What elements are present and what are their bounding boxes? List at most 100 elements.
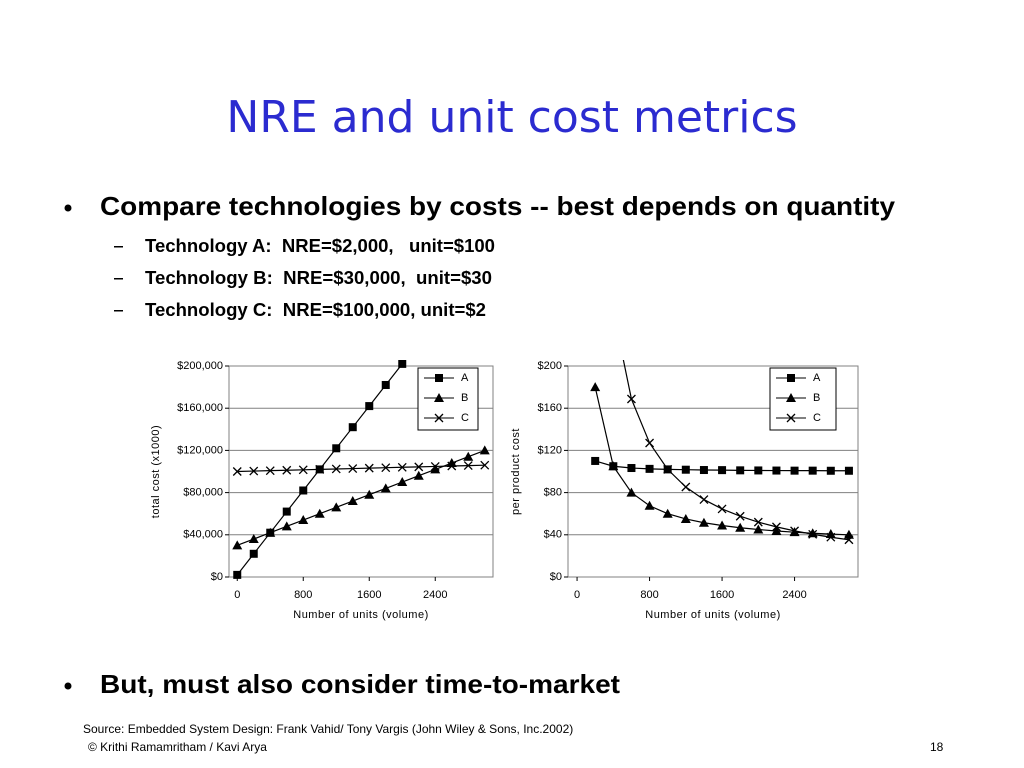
marker	[479, 445, 490, 455]
legend-label: C	[813, 412, 821, 424]
marker	[627, 464, 636, 473]
marker	[790, 466, 799, 475]
marker	[398, 360, 407, 368]
legend-marker	[786, 413, 796, 423]
marker	[332, 444, 341, 453]
marker	[735, 511, 745, 521]
marker	[645, 464, 654, 473]
marker	[626, 487, 637, 497]
legend-marker	[787, 374, 795, 382]
y-tick-label: $200	[538, 360, 562, 372]
legend-marker	[434, 393, 444, 402]
marker	[736, 466, 745, 475]
marker	[365, 402, 374, 411]
marker	[282, 507, 291, 516]
marker	[626, 394, 636, 404]
y-axis-label: total cost (x1000)	[150, 425, 162, 518]
marker	[463, 461, 473, 471]
marker	[348, 464, 358, 474]
sub-dash	[114, 310, 123, 312]
x-tick-label: 2400	[782, 589, 806, 601]
x-tick-label: 0	[574, 589, 580, 601]
marker	[265, 527, 276, 537]
plot	[232, 360, 490, 579]
x-tick-label: 2400	[423, 589, 447, 601]
series-line	[236, 360, 407, 576]
marker	[463, 451, 474, 461]
marker	[826, 532, 836, 542]
legend-label: B	[461, 392, 468, 404]
y-tick-label: $40	[544, 529, 562, 541]
legend-marker	[435, 374, 443, 382]
marker	[232, 540, 243, 550]
y-tick-label: $80	[544, 487, 562, 499]
marker	[348, 423, 357, 432]
y-tick-label: $160	[538, 402, 562, 414]
marker	[609, 307, 617, 315]
x-tick-label: 1600	[357, 589, 381, 601]
marker	[397, 477, 408, 487]
legend-label: B	[813, 392, 820, 404]
marker	[753, 524, 764, 534]
marker	[232, 467, 242, 476]
legend-label: A	[813, 372, 821, 384]
marker	[825, 529, 836, 539]
marker	[315, 464, 325, 474]
y-tick-label: $200,000	[177, 360, 223, 372]
marker	[249, 549, 258, 558]
sub-bullet: Technology B: NRE=$30,000, unit=$30	[145, 268, 492, 288]
bullet: But, must also consider time-to-market	[100, 669, 620, 699]
marker	[282, 465, 292, 475]
y-tick-label: $40,000	[183, 529, 223, 541]
marker	[844, 466, 853, 475]
marker	[681, 465, 690, 474]
marker	[381, 463, 391, 473]
sub-bullet: Technology C: NRE=$100,000, unit=$2	[145, 300, 486, 320]
marker	[735, 522, 746, 532]
marker	[364, 463, 374, 473]
x-axis-label: Number of units (volume)	[645, 609, 781, 621]
legend-marker	[786, 393, 796, 402]
marker	[808, 466, 817, 475]
marker	[480, 460, 490, 470]
marker	[281, 521, 292, 531]
x-tick-label: 800	[294, 589, 312, 601]
marker	[248, 534, 259, 544]
copyright: © Krithi Ramamritham / Kavi Arya	[88, 740, 267, 754]
x-tick-label: 800	[640, 589, 658, 601]
legend-box	[417, 367, 479, 431]
x-tick-label: 0	[234, 589, 240, 601]
marker	[680, 513, 691, 523]
marker	[591, 43, 599, 51]
marker	[446, 458, 457, 468]
marker	[298, 515, 309, 525]
plot	[590, 43, 854, 545]
y-axis-label: per product cost	[510, 428, 522, 515]
y-tick-label: $120	[538, 444, 562, 456]
bullet-dot	[64, 204, 72, 212]
marker	[413, 470, 424, 480]
marker	[430, 461, 440, 471]
marker	[771, 526, 782, 536]
marker	[826, 466, 835, 475]
marker	[717, 520, 728, 530]
marker	[717, 504, 727, 514]
marker	[771, 522, 781, 532]
y-tick-label: $0	[550, 571, 562, 583]
x-tick-label: 1600	[710, 589, 734, 601]
marker	[331, 502, 342, 512]
legend-box	[769, 367, 837, 431]
series-line	[237, 464, 485, 473]
y-tick-label: $80,000	[183, 487, 223, 499]
marker	[662, 508, 673, 518]
marker	[608, 461, 619, 471]
marker	[699, 466, 708, 475]
marker	[772, 466, 781, 475]
marker	[430, 464, 441, 474]
marker	[644, 500, 655, 510]
marker	[249, 466, 259, 476]
marker	[844, 535, 854, 545]
marker	[381, 380, 390, 389]
legend-label: A	[461, 372, 469, 384]
